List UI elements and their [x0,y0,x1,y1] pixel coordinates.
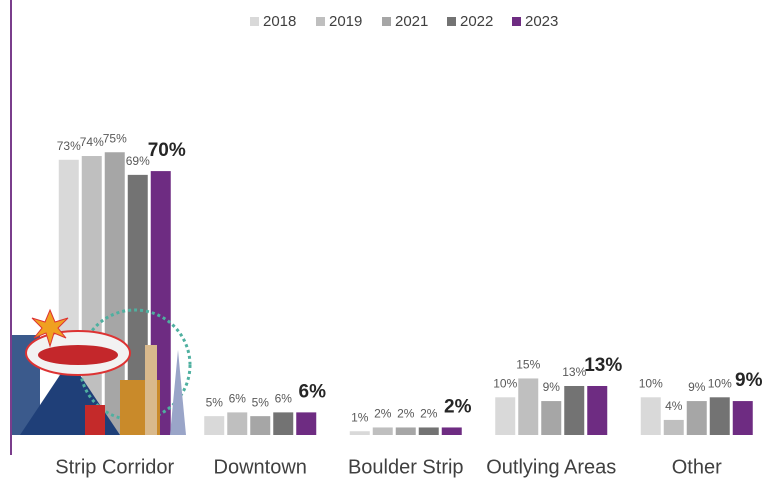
legend-label: 2023 [525,13,558,30]
data-label-highlight: 70% [148,140,186,161]
bar [349,431,370,435]
data-label: 2% [397,407,415,421]
legend-swatch [512,17,521,26]
bar [663,419,684,435]
bar [204,416,225,435]
bar [640,397,661,435]
data-label-highlight: 13% [584,355,622,376]
bar [296,412,317,435]
data-label: 74% [80,135,104,149]
bar [441,427,462,435]
x-tick-label: Outlying Areas [486,456,616,478]
data-label: 10% [708,376,732,390]
bar [395,427,416,435]
data-label: 4% [665,399,683,413]
bar [273,412,294,435]
data-label: 15% [516,358,540,372]
data-label: 6% [275,392,293,406]
bar [541,401,562,435]
data-label: 5% [252,395,270,409]
bar [518,378,539,435]
bar [495,397,516,435]
data-label: 10% [493,376,517,390]
las-vegas-illustration [12,308,192,435]
x-tick-label: Boulder Strip [348,456,464,478]
legend-swatch [447,17,456,26]
bar [564,385,585,435]
data-label-highlight: 2% [444,396,472,417]
legend-swatch [250,17,259,26]
data-label: 9% [688,380,706,394]
data-label: 1% [351,410,369,424]
data-label-highlight: 6% [299,381,327,402]
legend-label: 2022 [460,13,493,30]
bar [587,385,608,435]
data-label: 69% [126,154,150,168]
data-label: 9% [543,380,561,394]
legend-label: 2018 [263,13,296,30]
legend-swatch [382,17,391,26]
data-label: 5% [206,395,224,409]
legend-label: 2019 [329,13,362,30]
bar [250,416,271,435]
data-label: 2% [420,407,438,421]
bar [127,174,148,435]
data-label: 13% [562,365,586,379]
legend-label: 2021 [395,13,428,30]
data-label: 10% [639,376,663,390]
bar [372,427,393,435]
x-tick-label: Downtown [214,456,307,478]
data-label: 73% [57,139,81,153]
data-label: 2% [374,407,392,421]
bar [418,427,439,435]
legend-swatch [316,17,325,26]
bar [732,401,753,435]
data-label: 75% [103,131,127,145]
bar [227,412,248,435]
bar [709,397,730,435]
x-tick-label: Strip Corridor [55,456,174,478]
data-label: 6% [229,392,247,406]
data-label-highlight: 9% [735,370,763,391]
bar [686,401,707,435]
x-tick-label: Other [672,456,722,478]
